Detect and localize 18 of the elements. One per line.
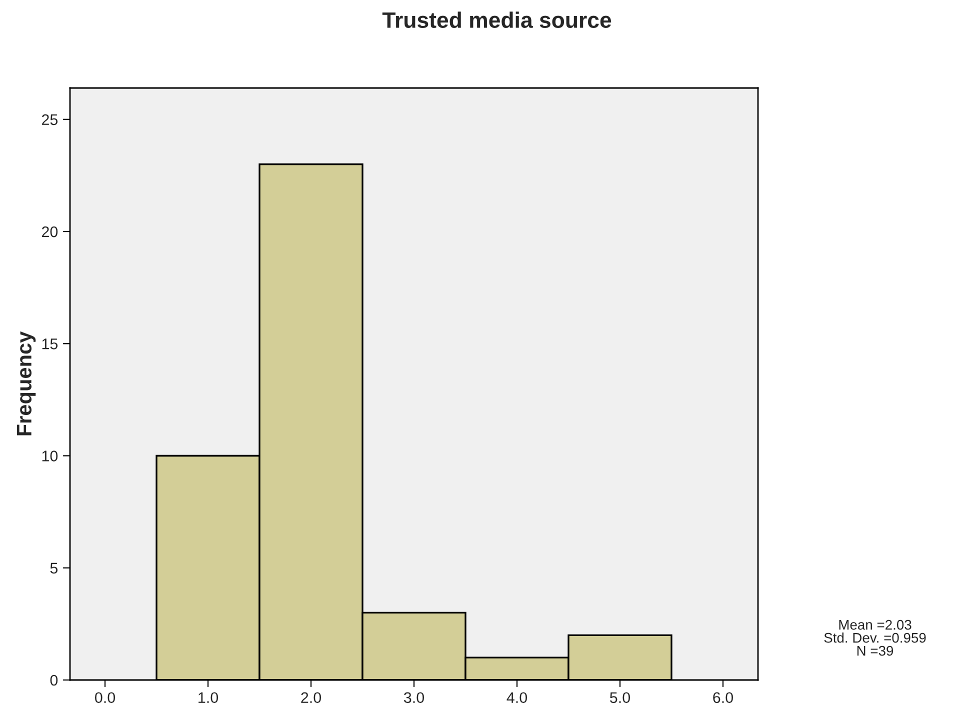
y-tick-label: 20 (42, 226, 58, 238)
y-axis-title: Frequency (16, 331, 36, 436)
x-tick-label: 0.0 (94, 692, 116, 704)
y-tick-label: 0 (50, 674, 58, 686)
y-tick-label: 10 (42, 450, 58, 462)
x-tick-label: 2.0 (301, 692, 322, 704)
x-tick-label: 1.0 (198, 692, 218, 704)
y-tick-label: 15 (42, 338, 58, 350)
x-tick-label: 4.0 (506, 692, 528, 704)
y-tick-label: 5 (50, 562, 58, 574)
x-tick-label: 6.0 (713, 692, 734, 704)
chart-title: Trusted media source (382, 12, 612, 28)
text: Std. Dev. =0.959 (824, 632, 926, 643)
y-tick-label: 25 (42, 114, 58, 126)
text: N =39 (857, 646, 894, 656)
x-tick-label: 5.0 (610, 692, 630, 704)
text: Mean =2.03 (839, 620, 912, 630)
x-tick-label: 3.0 (404, 692, 424, 704)
